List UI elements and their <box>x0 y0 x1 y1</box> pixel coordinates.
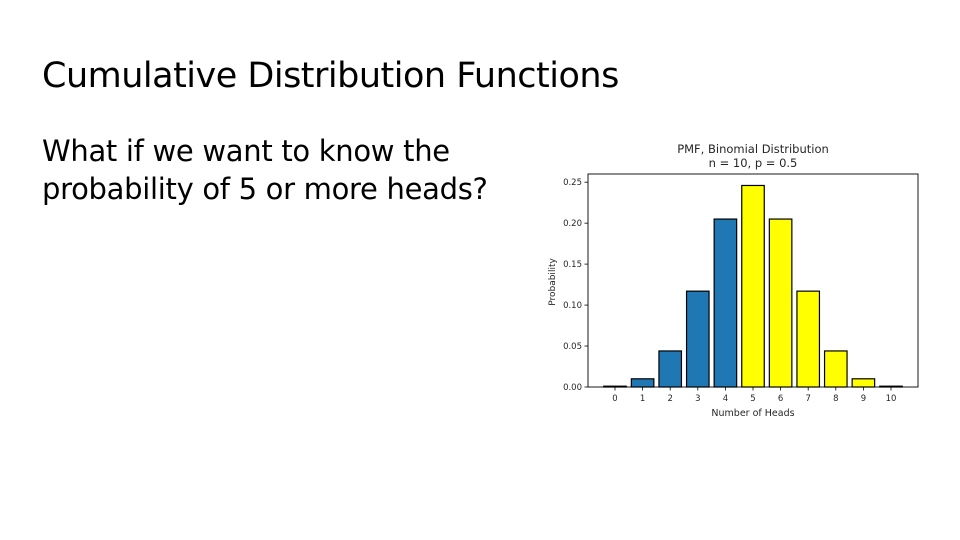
x-tick-label: 3 <box>695 394 700 404</box>
bar-3 <box>685 290 710 388</box>
bar-6 <box>768 218 793 388</box>
bar-2 <box>658 350 683 388</box>
x-tick-label: 10 <box>886 394 897 404</box>
y-tick-label: 0.25 <box>563 178 582 188</box>
slide-title: Cumulative Distribution Functions <box>42 56 619 96</box>
bar-7 <box>796 290 821 388</box>
bar-1 <box>630 378 655 388</box>
chart-subtitle: n = 10, p = 0.5 <box>709 156 798 170</box>
x-tick-label: 1 <box>640 394 645 404</box>
x-tick-label: 2 <box>667 394 672 404</box>
y-axis-label: Probability <box>548 258 558 306</box>
bar-4 <box>713 218 738 388</box>
x-tick-label: 5 <box>750 394 755 404</box>
y-tick-label: 0.15 <box>563 260 582 270</box>
y-ticks-group: 0.00 0.05 0.10 0.15 0.20 0.25 <box>563 178 588 393</box>
bar-8 <box>823 350 848 388</box>
y-tick-label: 0.05 <box>563 342 582 352</box>
x-tick-label: 9 <box>861 394 866 404</box>
x-axis-label: Number of Heads <box>711 408 794 419</box>
x-ticks-group: 0 1 2 3 4 5 6 7 8 9 10 <box>612 387 896 404</box>
x-tick-label: 6 <box>778 394 783 404</box>
chart-title: PMF, Binomial Distribution <box>677 142 829 156</box>
y-tick-label: 0.10 <box>563 301 582 311</box>
chart-container: PMF, Binomial Distribution n = 10, p = 0… <box>538 136 928 426</box>
pmf-bar-chart: PMF, Binomial Distribution n = 10, p = 0… <box>548 142 919 419</box>
y-tick-label: 0.20 <box>563 219 582 229</box>
x-tick-label: 8 <box>833 394 838 404</box>
slide-body-text: What if we want to know the probability … <box>42 134 488 206</box>
bar-9 <box>851 378 876 388</box>
x-tick-label: 4 <box>723 394 728 404</box>
x-tick-label: 0 <box>612 394 617 404</box>
bars-group <box>603 184 903 388</box>
bar-5 <box>741 184 765 388</box>
x-tick-label: 7 <box>805 394 810 404</box>
y-tick-label: 0.00 <box>563 383 582 393</box>
plot-frame <box>587 173 919 388</box>
